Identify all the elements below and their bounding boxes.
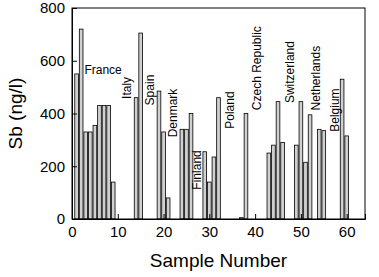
bar bbox=[157, 91, 161, 219]
annotation: Finland bbox=[190, 150, 204, 189]
tick: 30 bbox=[202, 214, 219, 240]
bar bbox=[93, 125, 97, 219]
tick-label: 0 bbox=[57, 210, 65, 227]
tick-label: 0 bbox=[68, 223, 76, 240]
bar bbox=[299, 102, 303, 219]
bar bbox=[79, 29, 83, 219]
annotation: Spain bbox=[143, 75, 157, 106]
annotation: Czech Republic bbox=[250, 26, 264, 110]
bar bbox=[304, 162, 308, 219]
tick-label: 50 bbox=[293, 223, 310, 240]
tick-label: 10 bbox=[110, 223, 127, 240]
bar bbox=[294, 145, 298, 219]
axis-line bbox=[73, 9, 78, 220]
annotation: Denmark bbox=[166, 88, 180, 138]
tick-mark bbox=[209, 214, 210, 219]
bar bbox=[107, 106, 111, 219]
tick: 200 bbox=[40, 158, 77, 175]
bar bbox=[208, 182, 212, 219]
x-axis-title: Sample Number bbox=[150, 250, 288, 271]
bar bbox=[244, 114, 248, 220]
tick: 60 bbox=[339, 214, 356, 240]
bar bbox=[345, 136, 349, 219]
tick: 50 bbox=[293, 214, 310, 240]
bar bbox=[308, 115, 312, 219]
bar bbox=[180, 129, 184, 219]
bar bbox=[98, 106, 102, 219]
tick-mark bbox=[301, 214, 302, 219]
tick: 800 bbox=[40, 0, 77, 16]
bar bbox=[139, 33, 143, 219]
bar bbox=[75, 74, 79, 219]
bar bbox=[84, 132, 88, 219]
bar bbox=[102, 106, 106, 219]
frame bbox=[72, 8, 365, 219]
bar bbox=[317, 129, 321, 219]
tick: 600 bbox=[40, 52, 77, 69]
tick: 20 bbox=[156, 214, 173, 240]
tick-mark bbox=[72, 61, 77, 62]
annotations: FranceItaly Spain Denmark Finland Poland Czec… bbox=[84, 26, 341, 190]
tick-mark bbox=[164, 214, 165, 219]
tick-label: 800 bbox=[40, 0, 65, 16]
bar bbox=[322, 131, 326, 219]
bar bbox=[185, 129, 189, 219]
tick-mark bbox=[347, 214, 348, 219]
y-axis-title: Sb (ng/l) bbox=[5, 78, 26, 150]
tick-label: 30 bbox=[202, 223, 219, 240]
bar bbox=[281, 143, 285, 219]
tick: 400 bbox=[40, 105, 77, 122]
tick-label: 600 bbox=[40, 52, 65, 69]
annotation: Italy bbox=[120, 77, 134, 99]
bar bbox=[166, 198, 170, 219]
bar bbox=[267, 153, 271, 219]
bar bbox=[162, 132, 166, 219]
tick-mark bbox=[72, 114, 77, 115]
tick-label: 20 bbox=[156, 223, 173, 240]
bar bbox=[212, 157, 216, 219]
annotation: Belgium bbox=[328, 88, 342, 131]
tick-mark bbox=[118, 214, 119, 219]
tick-label: 200 bbox=[40, 158, 65, 175]
annotation: Poland bbox=[223, 91, 237, 128]
y-axis: 0 200 400 600 800 bbox=[40, 0, 77, 227]
bar bbox=[217, 98, 221, 219]
x-axis: 0 10 20 30 40 50 60 bbox=[68, 214, 365, 240]
bar bbox=[272, 145, 276, 219]
tick: 40 bbox=[247, 214, 264, 240]
annotation: France bbox=[84, 63, 122, 77]
tick-mark bbox=[72, 166, 77, 167]
bar bbox=[134, 98, 138, 219]
chart: 01020304050600200400600800FranceItalySpa… bbox=[0, 0, 379, 277]
bar bbox=[88, 132, 92, 219]
tick: 10 bbox=[110, 214, 127, 240]
tick-label: 400 bbox=[40, 105, 65, 122]
bar bbox=[111, 182, 115, 219]
bar bbox=[276, 102, 280, 219]
bars bbox=[75, 29, 349, 219]
plot: 01020304050600200400600800FranceItalySpa… bbox=[40, 0, 366, 240]
tick-label: 60 bbox=[339, 223, 356, 240]
tick-mark bbox=[255, 214, 256, 219]
tick-label: 40 bbox=[247, 223, 264, 240]
annotation: Netherlands bbox=[309, 46, 323, 111]
annotation: Switzerland bbox=[283, 41, 297, 103]
